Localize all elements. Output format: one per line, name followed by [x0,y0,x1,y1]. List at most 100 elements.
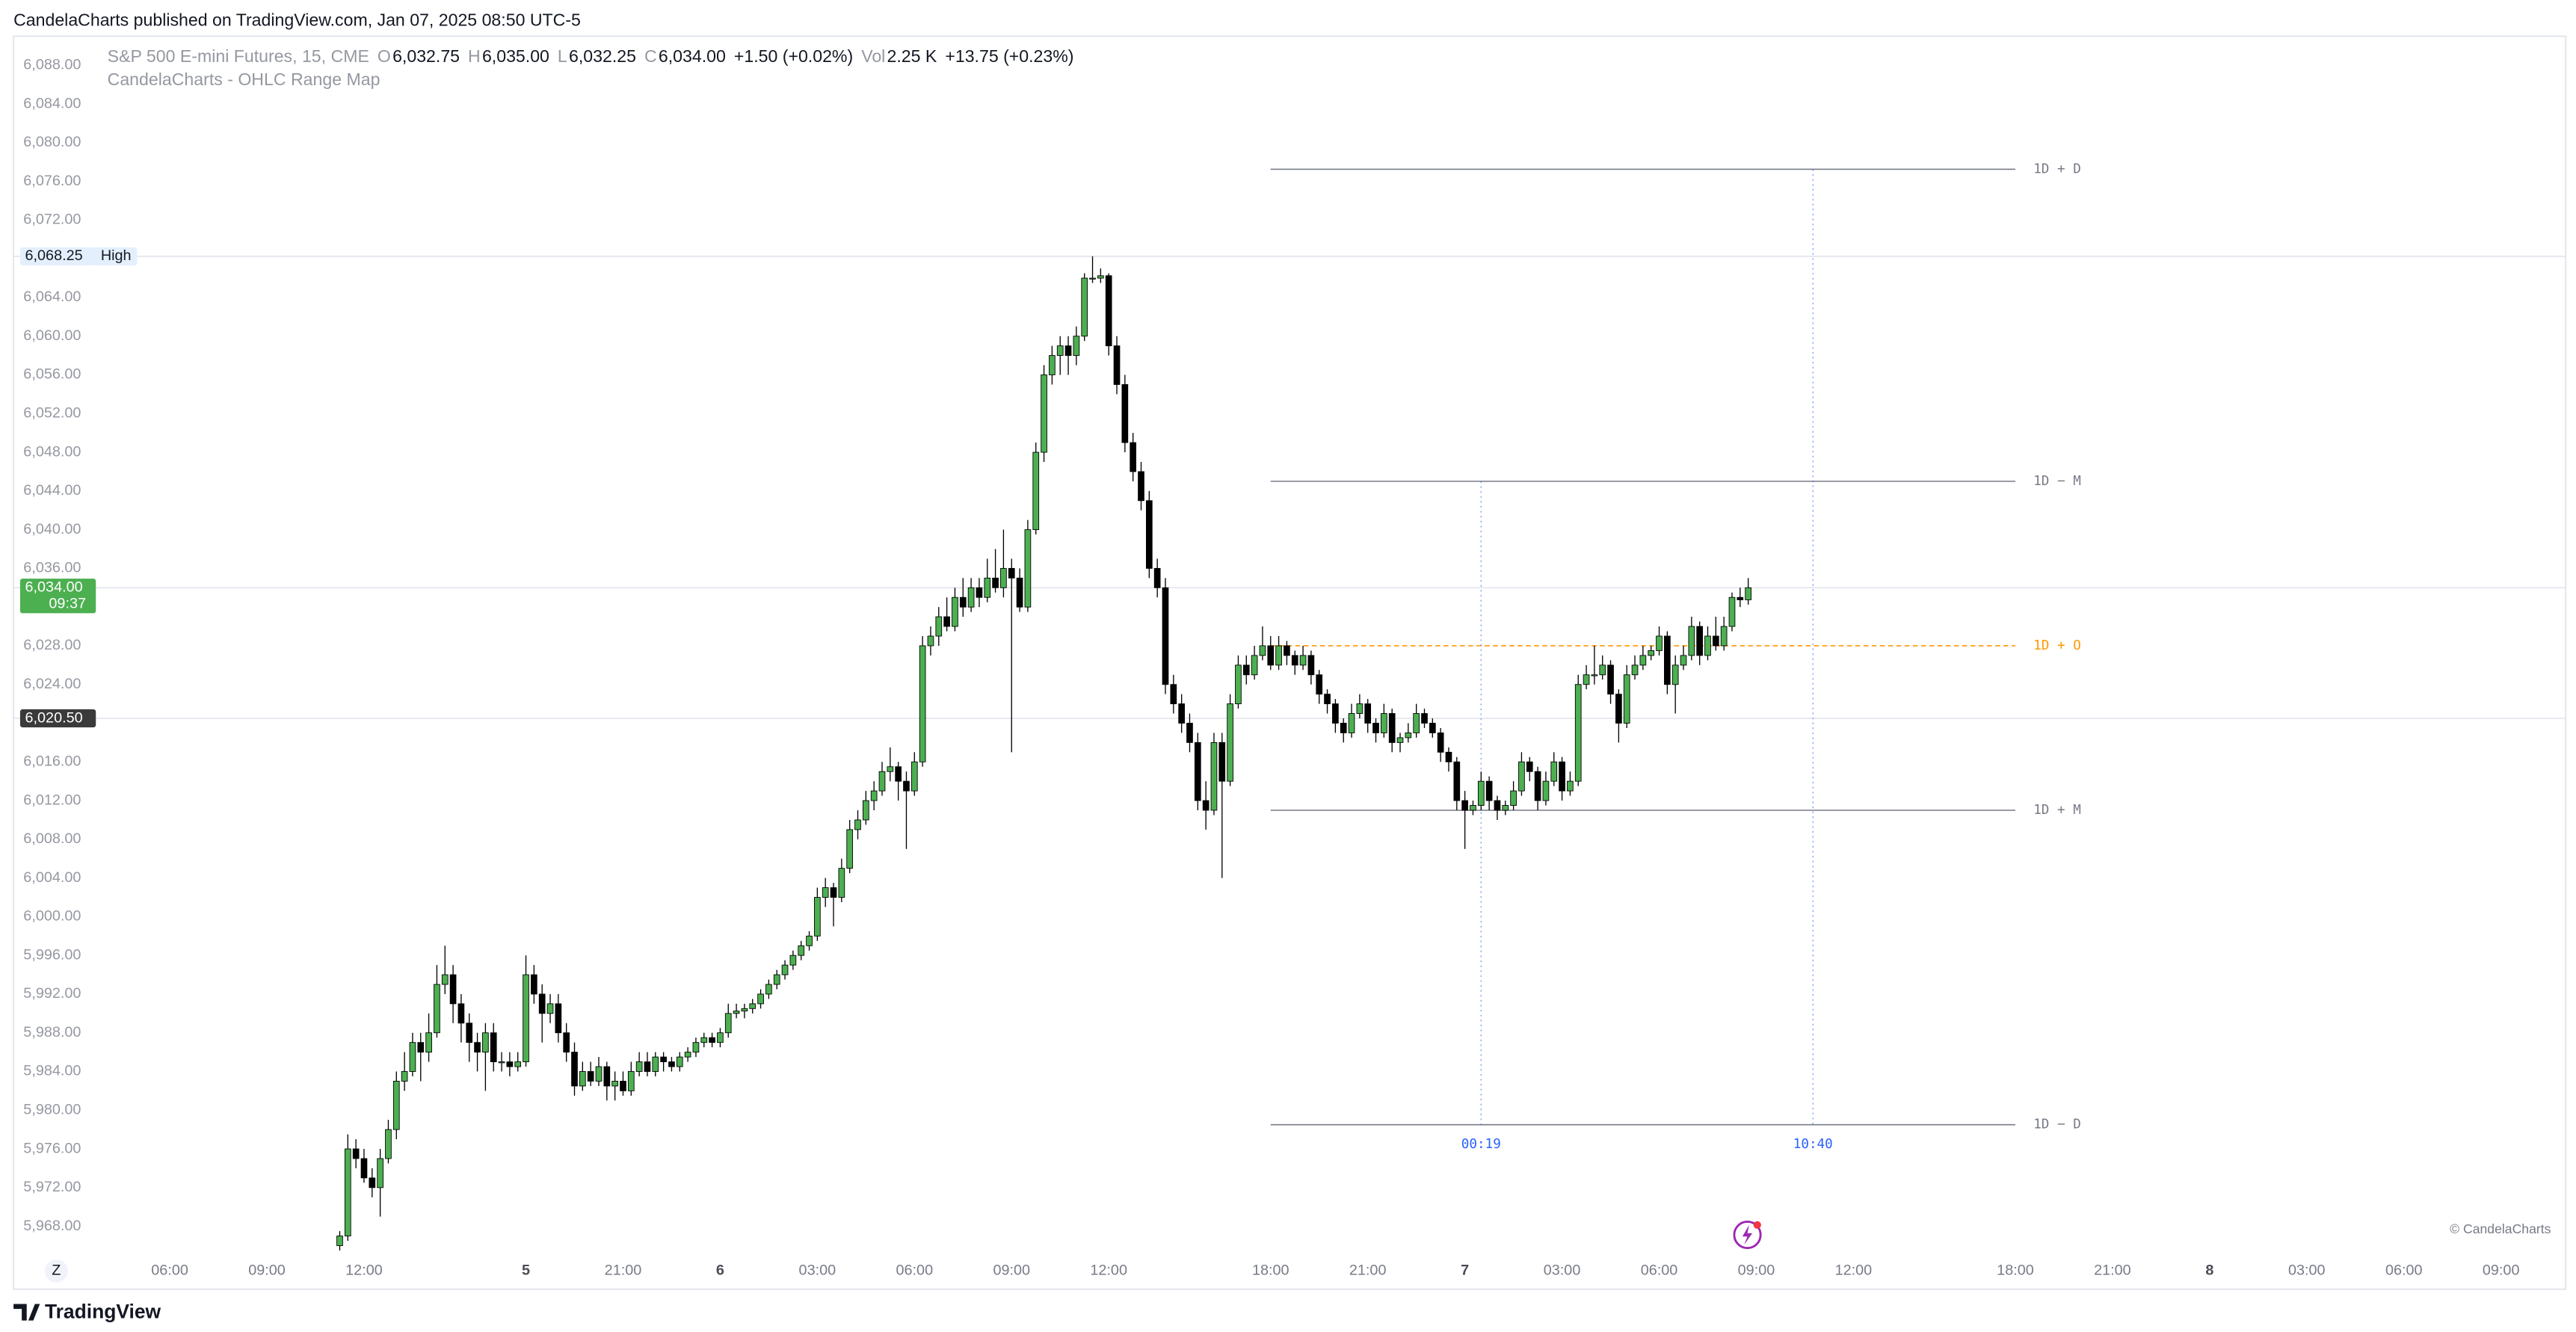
range-level-label: 1D − M [2033,474,2081,489]
candle-body [1696,626,1704,656]
candle-body [1639,655,1647,666]
candle-body [927,635,934,647]
candle-body [392,1080,400,1130]
candle-body [1178,703,1185,724]
z-button[interactable] [44,1259,68,1283]
candle-body [385,1129,392,1159]
candle-body [1032,451,1040,531]
alert-dot [1753,1221,1761,1229]
x-tick-label: 06:00 [151,1262,188,1279]
candle-body [1599,665,1606,676]
legend-item: 2.25 K [887,46,937,66]
candle-body [781,964,789,975]
candle-body [1567,780,1574,792]
candle-body [789,955,797,966]
candle-body [806,935,813,946]
candle-body [846,829,854,869]
legend-item: L [558,46,567,66]
candle-body [798,945,805,956]
candle-body [1316,674,1323,695]
candle-body [1024,529,1032,608]
candle-body [1720,626,1728,647]
candle-body [1194,741,1201,801]
y-tick-label: 6,084.00 [23,95,81,111]
candle-body [401,1071,408,1082]
candle-body [417,1042,425,1053]
y-tick-label: 5,972.00 [23,1179,81,1195]
candle-body [976,587,983,598]
y-tick-label: 6,064.00 [23,289,81,305]
y-tick-label: 6,028.00 [23,637,81,653]
watermark: © CandelaCharts [2450,1221,2551,1236]
candle-body [830,887,837,898]
candle-body [1170,684,1177,705]
candle-body [1631,665,1639,676]
indicator-name: CandelaCharts - OHLC Range Map [108,70,380,89]
candle-body [595,1066,603,1082]
candle-body [1227,703,1233,782]
candle-body [717,1032,724,1043]
y-tick-label: 6,044.00 [23,482,81,499]
y-tick-label: 6,052.00 [23,405,81,422]
candle-body [1275,645,1282,666]
y-tick-label: 5,980.00 [23,1101,81,1117]
candle-body [1064,345,1072,357]
candle-body [1445,751,1452,762]
x-tick-label: 5 [522,1262,530,1279]
candle-body [1251,655,1258,676]
candle-body [1688,626,1695,656]
candle-body [352,1148,360,1159]
candle-body [1153,567,1161,588]
candle-body [1145,500,1153,569]
candle-body [1550,761,1558,782]
candle-body [1704,635,1711,656]
candle-body [1526,761,1533,772]
candle-body [1542,780,1550,801]
candle-body [360,1158,368,1179]
candle-body [1008,567,1015,579]
z-button-label[interactable]: Z [52,1262,61,1279]
y-tick-label: 6,072.00 [23,212,81,228]
candle-body [336,1236,343,1246]
candle-body [1607,665,1614,695]
candle-body [1461,800,1468,811]
alert-bolt [1742,1224,1753,1245]
candle-body [1745,587,1751,600]
x-tick-label: 18:00 [1997,1262,2034,1279]
candle-body [531,974,537,995]
publish-header: CandelaCharts published on TradingView.c… [13,10,581,30]
candle-body [1583,674,1590,685]
candle-body [660,1056,667,1062]
x-tick-label: 21:00 [1349,1262,1387,1279]
candle-body [1648,650,1655,656]
candle-body [644,1061,651,1072]
candle-body [1089,277,1096,280]
y-tick-label: 6,024.00 [23,676,81,692]
candle-body [434,984,440,1034]
price-tag [19,709,96,728]
candle-body [474,1042,481,1053]
candle-body [1372,723,1379,733]
candle-body [344,1148,351,1236]
candle-body [627,1071,635,1091]
candle-body [1348,713,1355,733]
candle-body [409,1042,416,1072]
x-tick-label: 06:00 [896,1262,934,1279]
candle-body [952,596,958,627]
candle-body [1510,790,1517,806]
candle-body [1623,674,1630,724]
candle-body [895,766,902,782]
y-tick-label: 6,036.00 [23,560,81,576]
candle-body [1056,345,1064,357]
candle-body [1218,741,1226,782]
alert-icon[interactable] [1733,1220,1762,1250]
candle-body [441,974,449,985]
candle-body [700,1037,708,1043]
x-tick-label: 09:00 [2483,1262,2520,1279]
plot: 6,088.00 6,084.00 6,080.00 6,076.00 6,072.00… [13,57,2566,1279]
candle-body [854,819,861,830]
candle-body [506,1061,514,1067]
candle-body [1712,635,1719,647]
candle-body [1574,684,1582,782]
